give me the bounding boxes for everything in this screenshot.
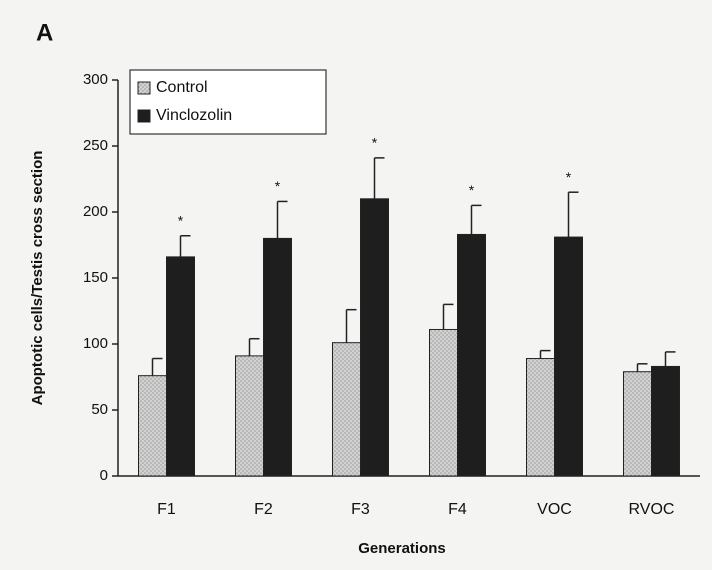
legend-label: Vinclozolin (156, 107, 232, 124)
y-tick-label: 100 (83, 335, 108, 352)
significance-marker: * (275, 178, 281, 194)
x-axis-label: Generations (358, 540, 446, 557)
bar (263, 237, 292, 477)
y-tick-label: 250 (83, 137, 108, 154)
y-tick-label: 300 (83, 71, 108, 88)
x-tick-label: VOC (537, 501, 572, 518)
y-tick-label: 150 (83, 269, 108, 286)
legend-label: Control (156, 79, 208, 96)
legend-box (129, 69, 327, 135)
significance-marker: * (178, 212, 184, 228)
x-tick-label: F2 (254, 501, 273, 518)
bar (332, 342, 361, 477)
y-axis-label: Apoptotic cells/Testis cross section (29, 151, 46, 406)
bar (360, 198, 389, 477)
significance-marker: * (469, 182, 475, 198)
y-tick-label: 50 (91, 401, 108, 418)
bar (138, 375, 167, 477)
bar (457, 233, 486, 477)
significance-marker: * (372, 135, 378, 151)
legend-swatch (137, 109, 151, 123)
bar (554, 236, 583, 477)
legend-swatch (137, 81, 151, 95)
y-tick-label: 200 (83, 203, 108, 220)
x-tick-label: F4 (448, 501, 467, 518)
y-tick-label: 0 (100, 467, 108, 484)
bar (166, 256, 195, 477)
x-tick-label: RVOC (629, 501, 675, 518)
bar (623, 371, 652, 477)
panel-label: A (36, 19, 53, 46)
bar (651, 365, 680, 477)
bar (429, 328, 458, 477)
x-tick-label: F3 (351, 501, 370, 518)
bar (526, 358, 555, 477)
x-tick-label: F1 (157, 501, 176, 518)
bar (235, 355, 264, 477)
significance-marker: * (566, 169, 572, 185)
